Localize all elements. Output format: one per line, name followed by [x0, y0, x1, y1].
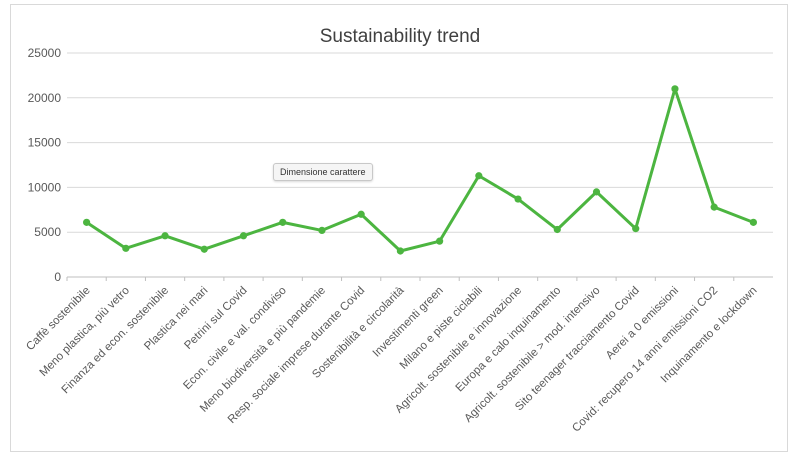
data-point: [553, 225, 561, 234]
data-point: [710, 203, 718, 211]
data-point: [396, 247, 404, 255]
data-point: [592, 188, 601, 196]
data-point: [436, 237, 444, 245]
series-layer: [83, 85, 757, 255]
data-point: [749, 218, 757, 226]
y-tick-label: 20000: [28, 91, 62, 105]
chart-svg: Sustainability trend 0 5000 10000 15000 2000…: [24, 26, 773, 435]
series-line: [85, 87, 755, 253]
y-tick-label: 5000: [34, 225, 61, 239]
data-point: [357, 210, 365, 218]
y-tick-label: 0: [54, 270, 61, 284]
x-tick-label: Caffè sostenibile: [24, 285, 92, 353]
data-point: [200, 245, 208, 253]
chart-frame: Sustainability trend 0 5000 10000 15000 2000…: [10, 4, 788, 452]
data-point: [671, 85, 679, 93]
gridlines: [67, 52, 773, 278]
y-axis-ticks: 0 5000 10000 15000 20000 25000: [28, 46, 62, 284]
data-point: [475, 172, 483, 180]
data-point: [279, 218, 287, 226]
data-point: [318, 226, 326, 235]
data-point: [239, 232, 248, 240]
data-point: [514, 195, 522, 203]
data-point: [161, 232, 169, 240]
y-tick-label: 10000: [28, 180, 62, 194]
x-tick-label: Investimenti green: [371, 285, 446, 360]
data-point: [122, 244, 130, 252]
chart-title: Sustainability trend: [320, 26, 481, 47]
data-point: [632, 225, 640, 233]
x-tick-label: Aerei a 0 emissioni: [604, 285, 681, 362]
x-tick-label: Resp. sociale imprese durante Covid: [226, 285, 367, 426]
x-tick-label: Covid: recupero 14 anni emissioni CO2: [570, 285, 720, 435]
data-point: [83, 218, 91, 226]
y-tick-label: 25000: [28, 46, 62, 60]
tooltip: Dimensione carattere: [273, 163, 373, 181]
y-tick-label: 15000: [28, 136, 62, 150]
